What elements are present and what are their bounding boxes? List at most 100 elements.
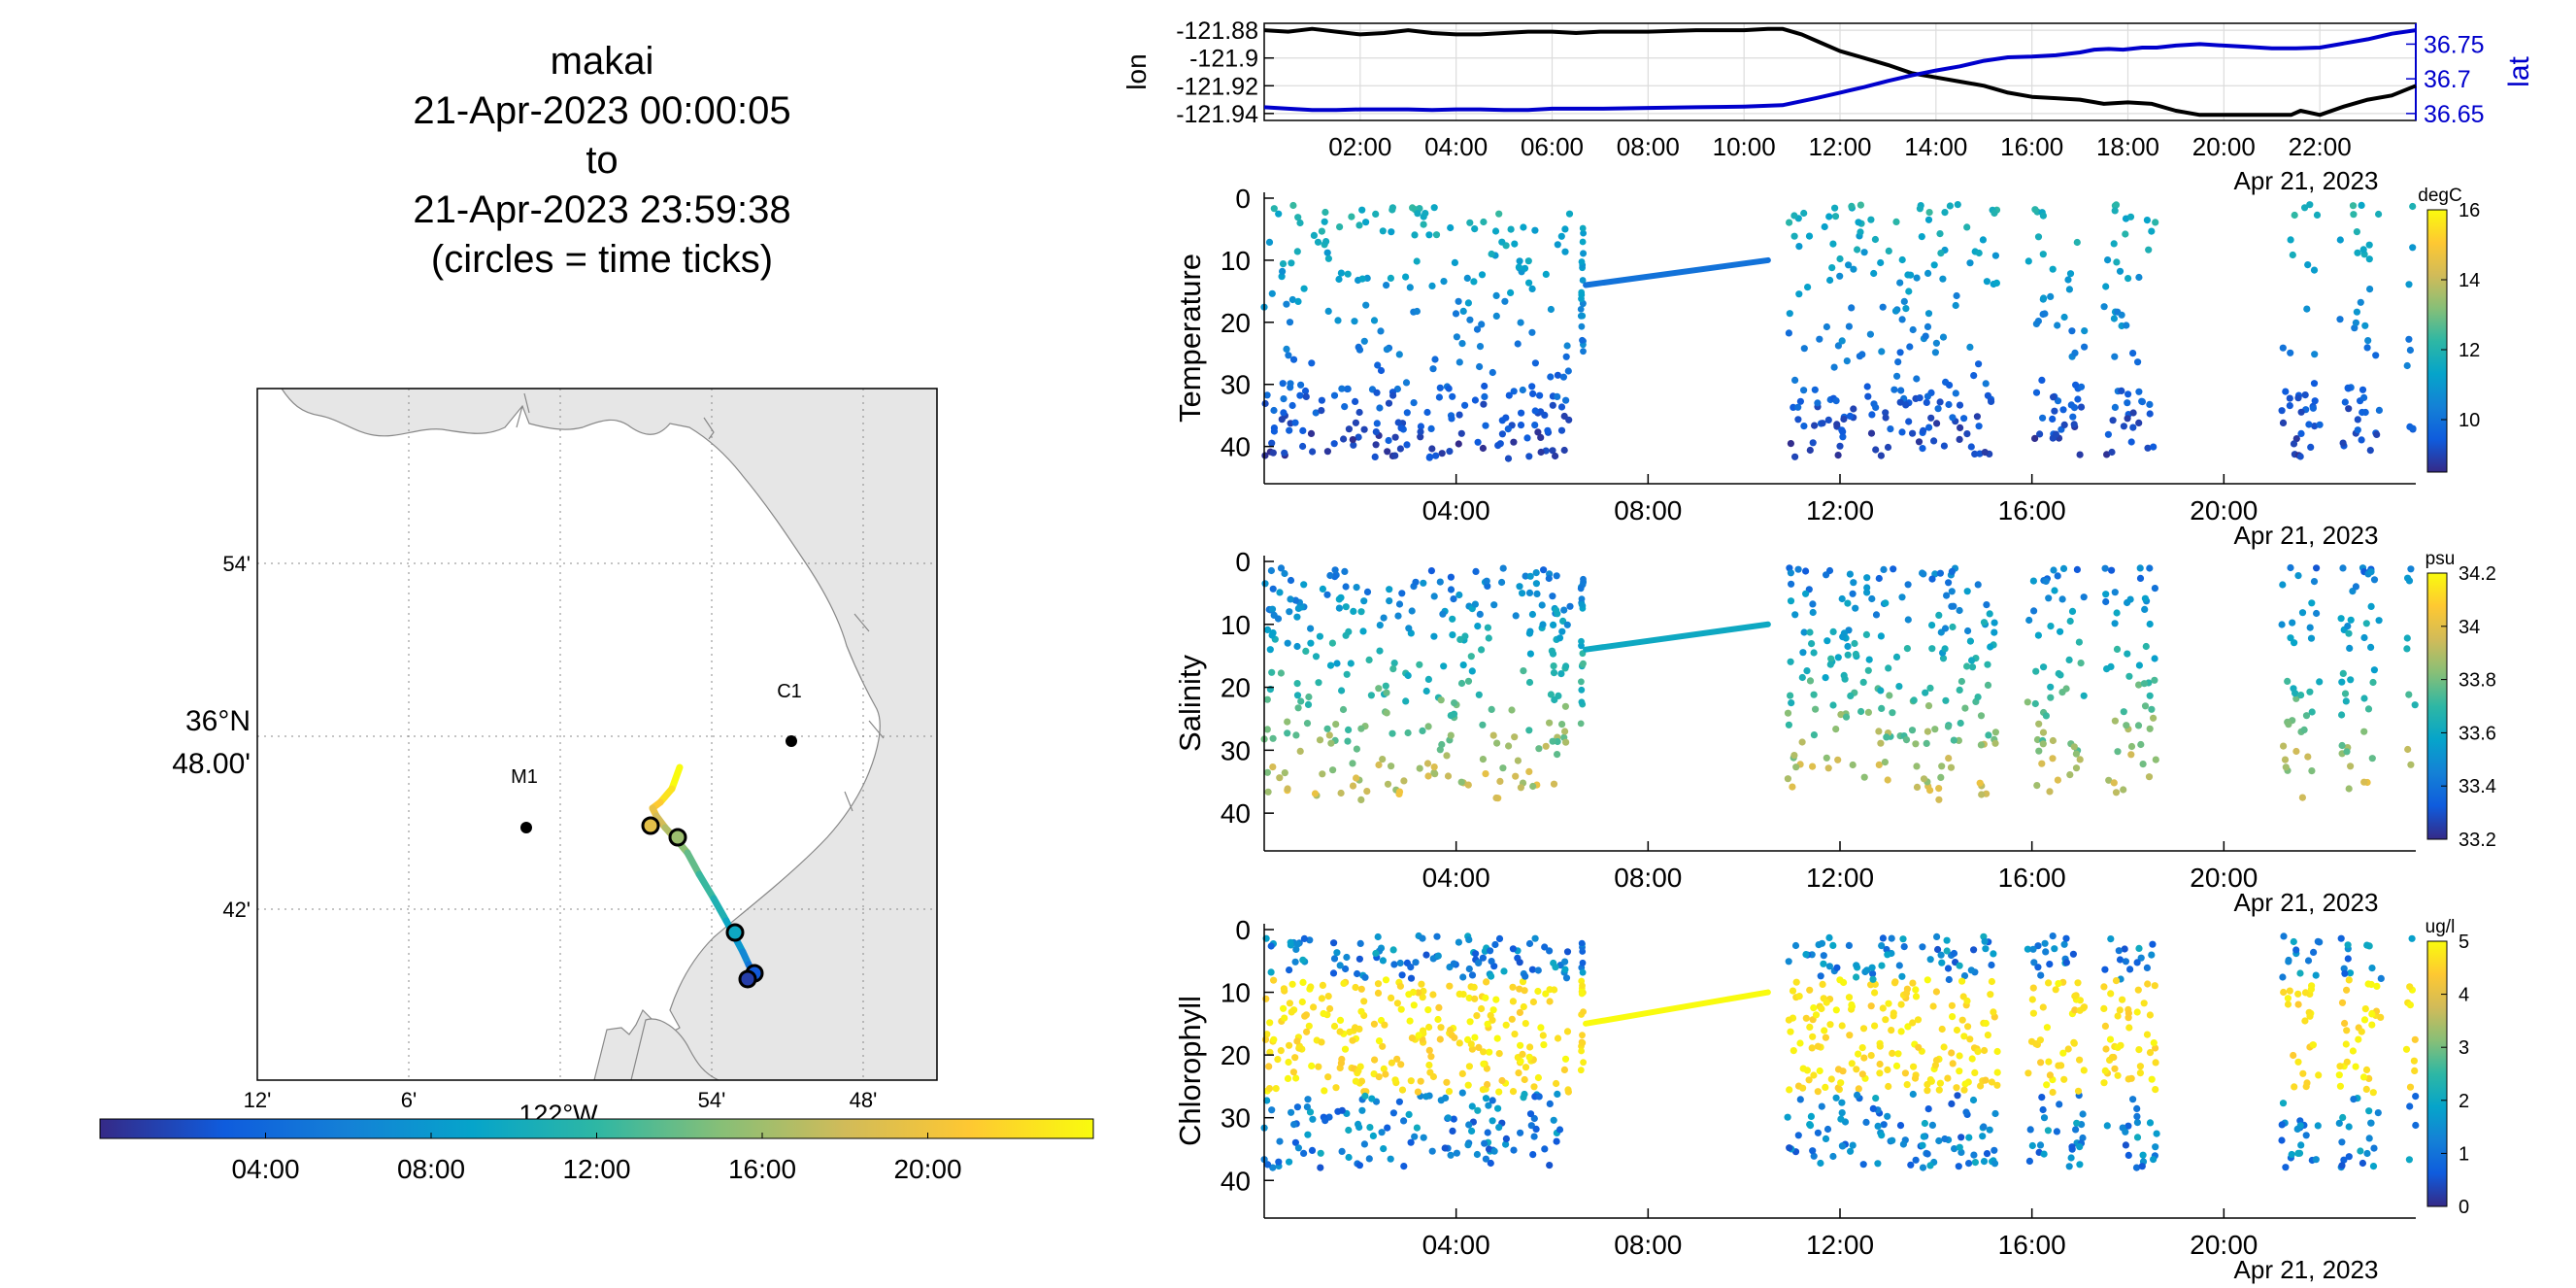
chlorophyll-point [1288,980,1296,988]
salinity-point [2114,748,2122,756]
chlorophyll-point [1838,1109,1846,1117]
time-colorbar-tick-label: 08:00 [397,1154,465,1184]
chlorophyll-point [2368,1010,2376,1018]
chlorophyll-point [1790,1047,1797,1055]
chlorophyll-point [2042,948,2050,956]
salinity-point [1343,670,1351,678]
salinity-point [1558,721,1566,729]
salinity-x-tick-label: 20:00 [2190,863,2258,893]
chlorophyll-point [1832,1006,1840,1014]
chlorophyll-point [2024,945,2031,953]
chlorophyll-point [2338,1138,2346,1146]
station-c1: C1 [777,681,802,747]
salinity-point [1984,661,1991,668]
chlorophyll-point [1422,951,1430,959]
temperature-point [1383,346,1390,354]
salinity-point [2344,623,2352,630]
chlorophyll-date-label: Apr 21, 2023 [2234,1255,2379,1284]
temperature-point [1370,317,1379,324]
salinity-point [1963,588,1971,595]
salinity-point [2403,634,2411,642]
temperature-point [2109,417,2117,424]
chlorophyll-point [1291,1138,1299,1146]
temperature-point [1283,300,1290,308]
salinity-point [2113,645,2122,654]
temperature-point [2375,210,2383,219]
chlorophyll-point [2046,1071,2054,1079]
salinity-point [2136,564,2144,572]
track-x-tick-label: 20:00 [2192,132,2256,161]
salinity-point [1386,586,1393,593]
temperature-point [2111,207,2119,215]
chlorophyll-point [1330,939,1338,947]
salinity-point [1326,661,1335,669]
salinity-point [1328,639,1336,647]
temperature-point [1843,357,1851,365]
temperature-point [2060,421,2068,428]
chlorophyll-point [1468,1127,1476,1135]
chlorophyll-point [1425,1023,1433,1032]
chlorophyll-point [2076,1161,2084,1169]
chlorophyll-point [2310,948,2318,957]
temperature-point [2311,423,2319,430]
temperature-point [1308,359,1316,367]
salinity-point [1499,564,1507,572]
chlorophyll-point [1984,1032,1991,1039]
temperature-point [1297,381,1305,389]
temperature-point [1388,228,1395,236]
temperature-point [1547,373,1555,381]
temperature-point [1960,415,1968,423]
salinity-point [2407,761,2415,768]
salinity-point [2292,747,2300,756]
temperature-point [1523,434,1531,442]
chlorophyll-point [1561,1055,1570,1063]
salinity-point [1383,709,1390,717]
chlorophyll-point [2343,1027,2351,1034]
salinity-point [1922,689,1929,696]
chlorophyll-point [1919,1164,1927,1171]
temperature-point [1795,290,1803,298]
temperature-point [1819,420,1826,427]
temperature-point [1785,329,1792,337]
chlorophyll-point [1795,993,1803,1000]
chlorophyll-point [1530,1133,1538,1140]
temperature-point [2040,294,2048,302]
salinity-colorbar-tick-label: 34.2 [2459,563,2496,585]
salinity-point [1533,590,1541,598]
salinity-point [1823,571,1830,579]
chlorophyll-point [1342,965,1350,973]
chlorophyll-point [1361,1092,1369,1100]
temperature-point [2120,423,2127,430]
chlorophyll-point [1521,1075,1528,1084]
chlorophyll-point [1300,934,1308,943]
salinity-point [2313,564,2321,572]
temperature-point [1323,249,1331,256]
salinity-point [1461,632,1469,640]
temperature-point [1448,415,1455,423]
chlorophyll-point [2345,1123,2353,1131]
chlorophyll-point [1931,1062,1939,1069]
chlorophyll-point [1561,958,1569,966]
chlorophyll-point [1408,1034,1416,1042]
chlorophyll-point [2133,1104,2141,1112]
temperature-point [1481,392,1489,400]
salinity-point [1408,607,1416,615]
chlorophyll-point [2411,1035,2419,1043]
salinity-point [1834,654,1842,661]
temperature-point [2353,308,2360,316]
chlorophyll-point [1924,1150,1931,1158]
temperature-point [1268,289,1276,297]
salinity-point [1517,784,1524,792]
salinity-point [1474,623,1482,630]
chlorophyll-point [1465,965,1473,973]
track-x-tick-label: 06:00 [1521,132,1584,161]
temperature-point [1377,366,1386,375]
salinity-point [1398,590,1406,597]
chlorophyll-point [1554,1090,1561,1098]
chlorophyll-point [2038,1094,2046,1102]
salinity-point [1809,763,1817,770]
chlorophyll-point [1825,933,1833,942]
temperature-point [1829,240,1837,248]
chlorophyll-point [2060,940,2068,948]
chlorophyll-point [1560,1066,1568,1073]
